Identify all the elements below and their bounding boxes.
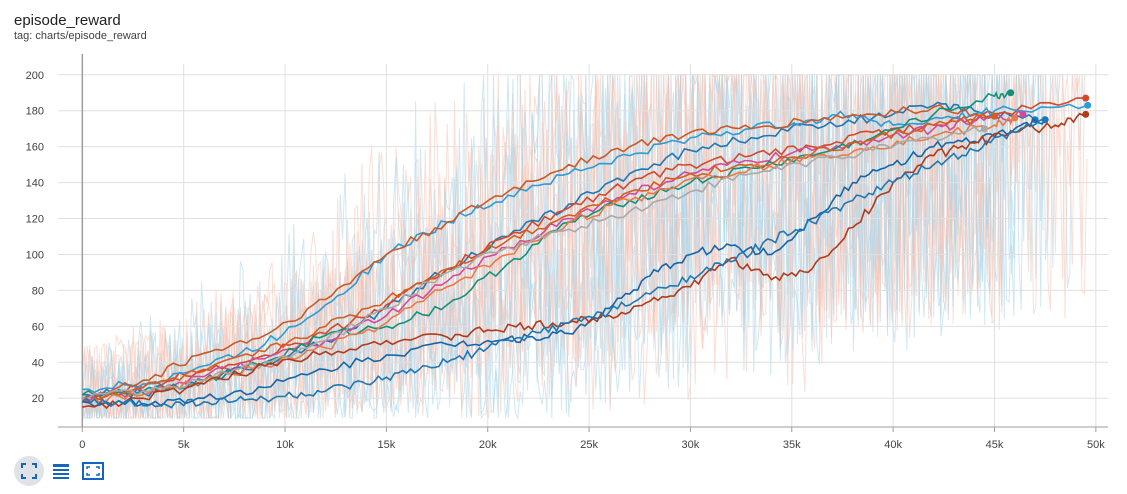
x-tick-label: 15k bbox=[378, 439, 396, 451]
y-tick-label: 160 bbox=[26, 142, 44, 154]
y-tick-label: 120 bbox=[26, 214, 44, 226]
x-tick-label: 40k bbox=[884, 439, 902, 451]
series-end-marker[interactable] bbox=[990, 112, 998, 120]
series-end-marker[interactable] bbox=[1011, 114, 1019, 122]
fit-domain-icon bbox=[21, 463, 37, 479]
series-end-marker[interactable] bbox=[1041, 116, 1049, 124]
smoothed-series-line[interactable] bbox=[81, 118, 1046, 409]
chart-grid bbox=[58, 64, 1108, 427]
x-tick-label: 45k bbox=[986, 439, 1004, 451]
x-tick-label: 30k bbox=[682, 439, 700, 451]
x-tick-label: 35k bbox=[783, 439, 801, 451]
fullscreen-icon bbox=[82, 462, 104, 480]
y-tick-label: 60 bbox=[32, 321, 44, 333]
smoothed-series-line[interactable] bbox=[82, 126, 985, 399]
series-end-marker[interactable] bbox=[1019, 110, 1027, 118]
series-end-marker[interactable] bbox=[980, 125, 988, 133]
fullscreen-button[interactable] bbox=[78, 456, 108, 486]
y-tick-label: 100 bbox=[26, 249, 44, 261]
smoothed-series-line[interactable] bbox=[82, 117, 1046, 408]
x-tick-label: 50k bbox=[1087, 439, 1105, 451]
smoothed-series-line[interactable] bbox=[82, 97, 1086, 401]
y-tick-label: 80 bbox=[32, 285, 44, 297]
x-tick-label: 5k bbox=[178, 439, 190, 451]
smoothed-series bbox=[81, 89, 1092, 410]
data-table-button[interactable] bbox=[46, 456, 76, 486]
y-tick-label: 20 bbox=[32, 393, 44, 405]
x-tick-label: 10k bbox=[276, 439, 294, 451]
series-end-marker[interactable] bbox=[1082, 110, 1090, 118]
smoothed-series-line[interactable] bbox=[82, 116, 1016, 405]
y-tick-label: 40 bbox=[32, 357, 44, 369]
chart-toolbar bbox=[14, 456, 110, 486]
x-tick-label: 25k bbox=[580, 439, 598, 451]
series-end-marker[interactable] bbox=[1007, 89, 1015, 97]
chart-axes bbox=[58, 54, 1108, 428]
chart-tag: tag: charts/episode_reward bbox=[14, 30, 147, 42]
y-tick-label: 180 bbox=[26, 106, 44, 118]
x-axis-ticks: 0 5k 10k 15k 20k 25k 30k 35k 40k 45k 50k bbox=[79, 427, 1105, 451]
smoothed-series-line[interactable] bbox=[82, 112, 1086, 410]
raw-series-band bbox=[81, 73, 1044, 420]
y-tick-label: 200 bbox=[26, 70, 44, 82]
data-table-icon bbox=[53, 464, 69, 479]
smoothed-series-line[interactable] bbox=[82, 103, 995, 403]
series-end-marker[interactable] bbox=[1084, 101, 1092, 109]
fit-domain-button[interactable] bbox=[14, 456, 44, 486]
smoothed-series-line[interactable] bbox=[82, 113, 995, 400]
series-end-marker[interactable] bbox=[1082, 94, 1090, 102]
smoothed-series-line[interactable] bbox=[82, 103, 1088, 394]
y-tick-label: 140 bbox=[26, 178, 44, 190]
chart-title: episode_reward bbox=[14, 12, 121, 29]
x-tick-label: 0 bbox=[79, 439, 85, 451]
x-tick-label: 20k bbox=[479, 439, 497, 451]
y-axis-ticks: 20 40 60 80 100 120 140 160 180 200 bbox=[26, 70, 44, 405]
